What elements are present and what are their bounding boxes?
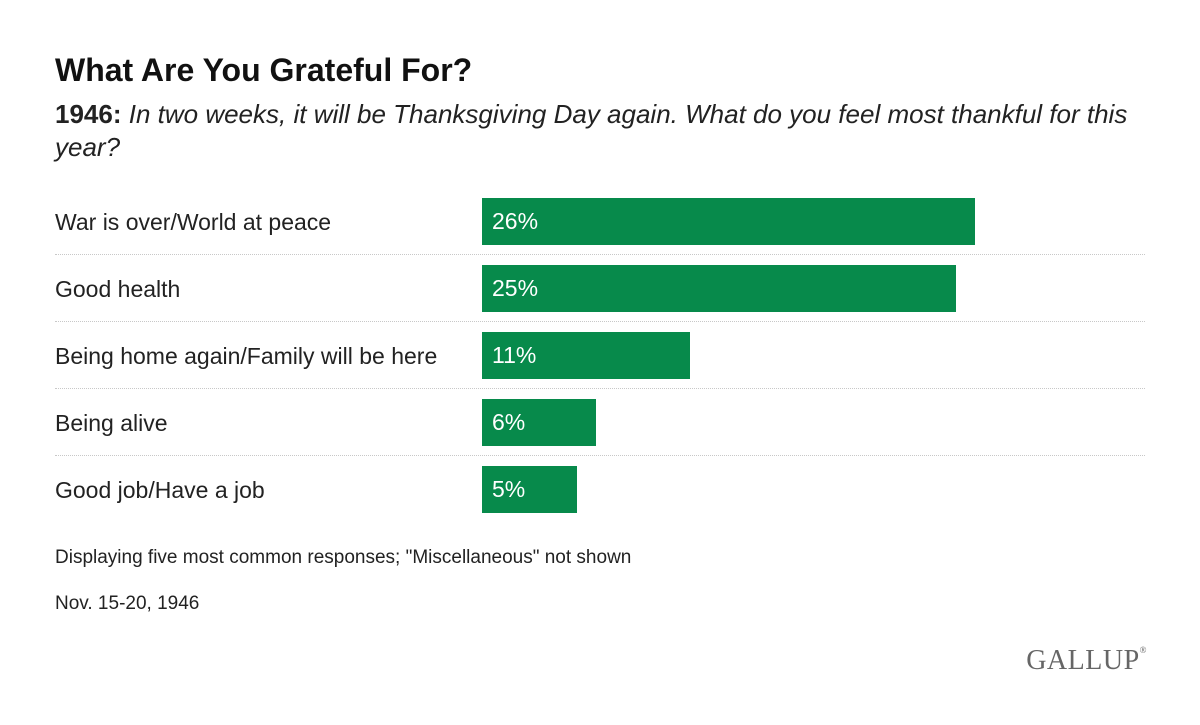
bar-row: Being home again/Family will be here 11% (55, 332, 1145, 399)
bar-value-label: 26% (492, 208, 539, 234)
chart-subtitle: 1946: In two weeks, it will be Thanksgiv… (55, 98, 1155, 164)
bar-value-label: 11% (492, 342, 537, 368)
bar-row: Good health 25% (55, 265, 1145, 332)
bar (482, 265, 956, 312)
registered-mark-icon: ® (1139, 645, 1147, 655)
subtitle-year: 1946: (55, 99, 122, 129)
row-divider (55, 321, 1145, 322)
row-divider (55, 388, 1145, 389)
bar (482, 332, 691, 379)
row-divider (55, 455, 1145, 456)
bar-value-label: 6% (492, 409, 526, 435)
bar (482, 399, 596, 446)
bar-row: War is over/World at peace 26% (55, 198, 1145, 265)
category-label: Being home again/Family will be here (55, 343, 438, 369)
bar-row: Good job/Have a job 5% (55, 466, 1145, 533)
survey-date: Nov. 15-20, 1946 (55, 593, 200, 614)
category-label: War is over/World at peace (55, 209, 332, 235)
category-label: Good health (55, 276, 181, 302)
gallup-logo: GALLUP® (1026, 645, 1147, 677)
subtitle-question: In two weeks, it will be Thanksgiving Da… (55, 99, 1128, 162)
category-label: Good job/Have a job (55, 477, 265, 503)
row-divider (55, 254, 1145, 255)
logo-text: GALLUP (1026, 645, 1140, 676)
bar-row: Being alive 6% (55, 399, 1145, 466)
bar-value-label: 25% (492, 275, 539, 301)
category-label: Being alive (55, 410, 168, 436)
bar-value-label: 5% (492, 476, 526, 502)
chart-note: Displaying five most common responses; "… (55, 547, 632, 568)
chart-title: What Are You Grateful For? (55, 52, 473, 88)
bar (482, 198, 975, 245)
bar (482, 466, 577, 513)
